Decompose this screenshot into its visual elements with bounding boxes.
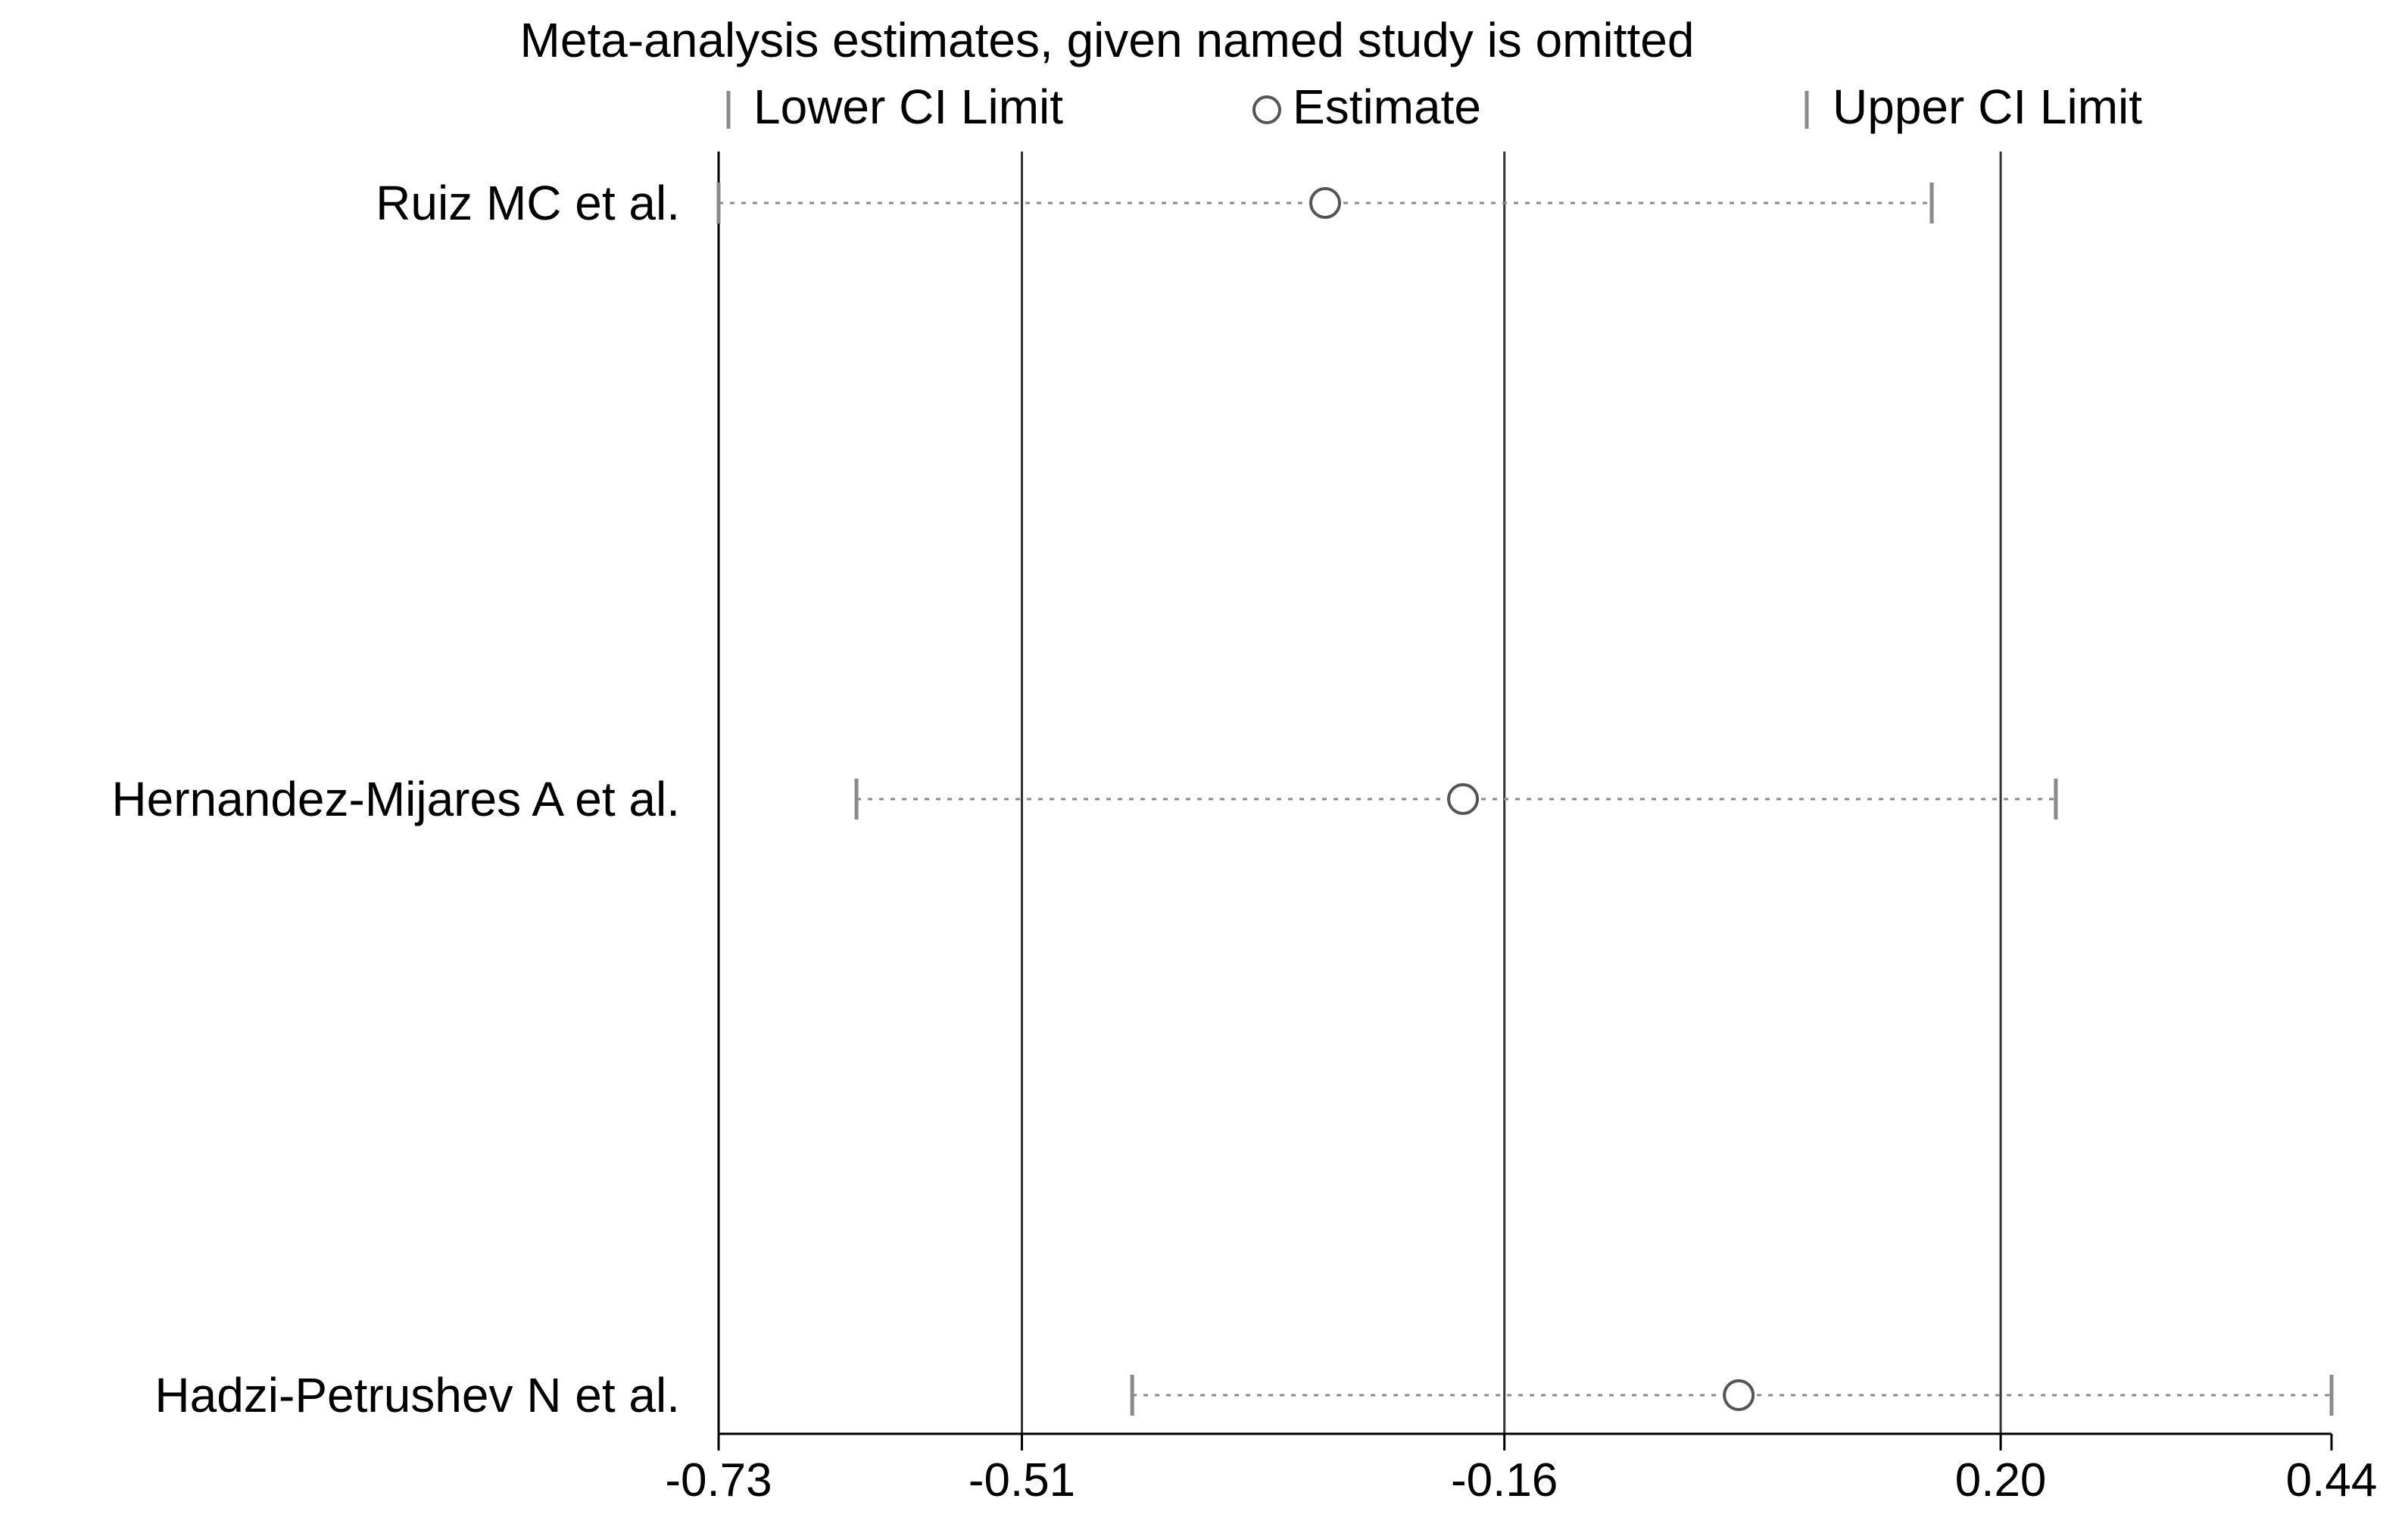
study-rows: Ruiz MC et al. Hernandez-Mijares A et al.… bbox=[111, 176, 2334, 1422]
x-tick-label: -0.73 bbox=[665, 1454, 772, 1507]
legend-estimate-icon bbox=[1252, 95, 1281, 124]
estimate-marker bbox=[1723, 1379, 1755, 1411]
study-row: Ruiz MC et al. bbox=[376, 176, 1934, 230]
x-tick-label: -0.16 bbox=[1451, 1454, 1558, 1507]
estimate-marker bbox=[1447, 783, 1480, 815]
legend-estimate-label: Estimate bbox=[1293, 80, 1481, 134]
estimate-marker bbox=[1309, 187, 1342, 219]
legend: Lower CI Limit Estimate Upper CI Limit bbox=[726, 80, 2142, 134]
study-row: Hernandez-Mijares A et al. bbox=[111, 772, 2058, 826]
chart-title: Meta-analysis estimates, given named stu… bbox=[520, 13, 1695, 67]
x-tick-label: 0.20 bbox=[1955, 1454, 2047, 1507]
reference-lines bbox=[717, 151, 2002, 1434]
legend-upper-ci-label: Upper CI Limit bbox=[1833, 80, 2142, 134]
study-label: Hernandez-Mijares A et al. bbox=[111, 772, 680, 826]
study-label: Hadzi-Petrushev N et al. bbox=[154, 1368, 680, 1422]
study-label: Ruiz MC et al. bbox=[376, 176, 680, 230]
x-axis: -0.73 -0.51 -0.16 0.20 0.44 bbox=[665, 1432, 2378, 1507]
x-tick-label: -0.51 bbox=[969, 1454, 1075, 1507]
study-row: Hadzi-Petrushev N et al. bbox=[154, 1368, 2334, 1422]
x-tick-label: 0.44 bbox=[2286, 1454, 2378, 1507]
legend-lower-ci-label: Lower CI Limit bbox=[753, 80, 1063, 134]
